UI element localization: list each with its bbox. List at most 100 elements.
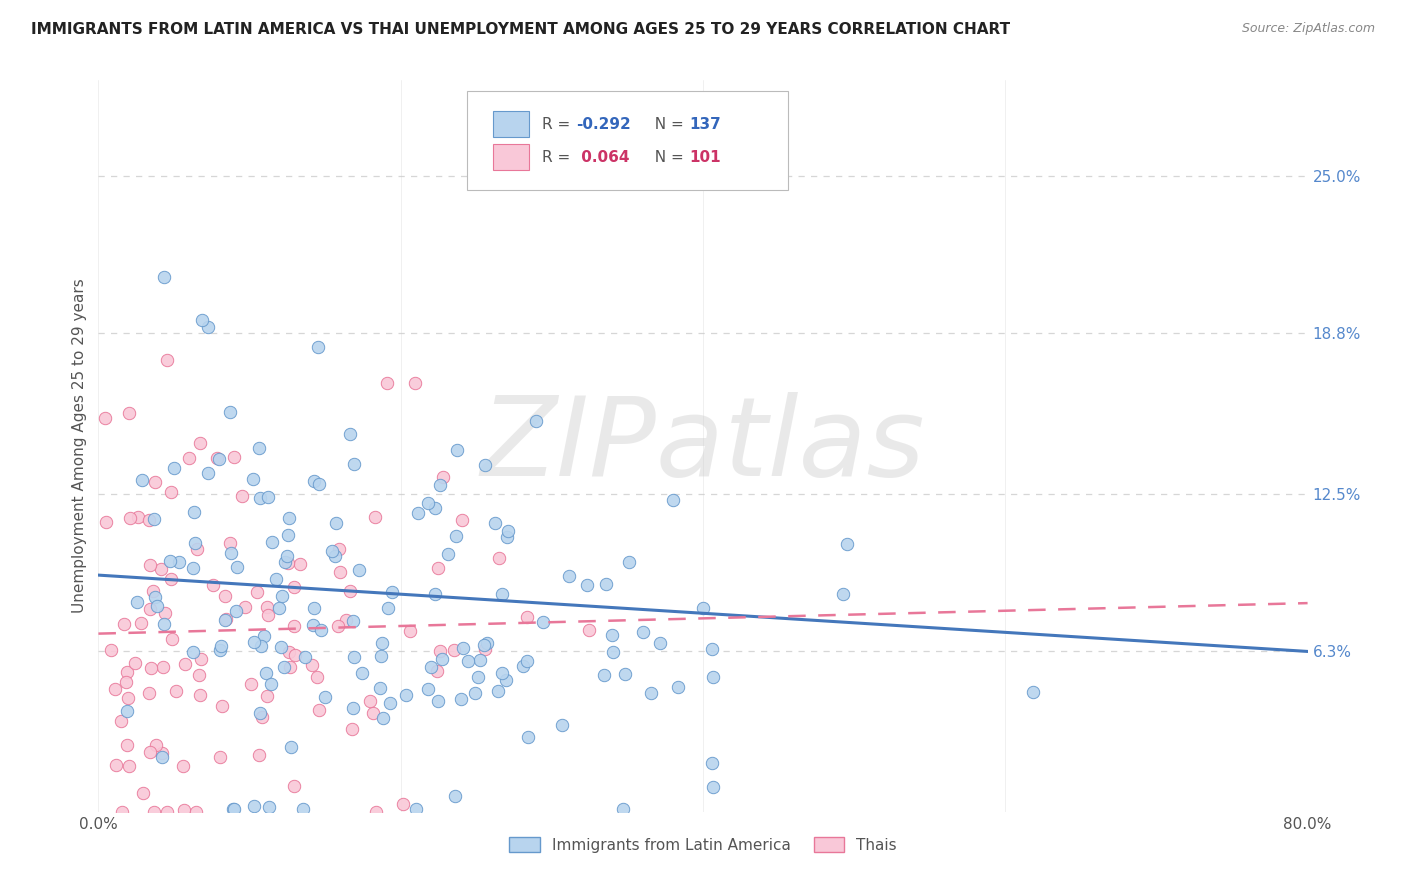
Point bbox=[291, 802, 314, 816]
Point bbox=[256, 689, 278, 703]
Text: ZIPatlas: ZIPatlas bbox=[481, 392, 925, 500]
Point bbox=[432, 470, 454, 484]
Point bbox=[328, 541, 350, 556]
Point bbox=[115, 674, 138, 689]
Point bbox=[474, 642, 496, 657]
Point bbox=[143, 475, 166, 489]
Point bbox=[197, 320, 219, 334]
Point bbox=[267, 601, 290, 615]
Point bbox=[173, 803, 195, 817]
Point bbox=[243, 799, 266, 814]
Point bbox=[430, 652, 453, 666]
Point bbox=[418, 495, 440, 509]
Point bbox=[278, 511, 301, 525]
Point bbox=[578, 624, 600, 638]
Point bbox=[335, 613, 357, 627]
Point bbox=[488, 684, 510, 698]
Point bbox=[301, 617, 323, 632]
Point bbox=[214, 589, 236, 603]
Point bbox=[110, 714, 132, 728]
Point bbox=[183, 536, 205, 550]
Point bbox=[222, 802, 245, 816]
Point bbox=[110, 805, 132, 819]
Point bbox=[125, 595, 148, 609]
Point bbox=[325, 516, 347, 531]
Point bbox=[152, 660, 174, 674]
Point bbox=[264, 573, 287, 587]
Point bbox=[188, 667, 211, 681]
Point bbox=[495, 673, 517, 687]
Point bbox=[631, 625, 654, 640]
Point bbox=[183, 505, 205, 519]
Point bbox=[143, 805, 166, 819]
Point bbox=[277, 556, 299, 570]
Text: -0.292: -0.292 bbox=[576, 117, 631, 132]
Point bbox=[138, 686, 160, 700]
Point bbox=[512, 659, 534, 673]
Text: R =: R = bbox=[543, 117, 575, 132]
Point bbox=[278, 660, 301, 674]
Point bbox=[516, 610, 538, 624]
Point bbox=[259, 799, 281, 814]
Point bbox=[467, 670, 489, 684]
Point bbox=[429, 477, 451, 491]
Point bbox=[247, 748, 270, 763]
Point bbox=[250, 710, 273, 724]
Point bbox=[160, 632, 183, 646]
Point bbox=[129, 616, 152, 631]
Point bbox=[150, 750, 173, 764]
Point bbox=[423, 587, 446, 601]
Point bbox=[173, 657, 195, 671]
Text: 101: 101 bbox=[690, 150, 721, 165]
Point bbox=[159, 485, 181, 500]
Point bbox=[702, 670, 724, 684]
Point bbox=[496, 530, 519, 544]
Point bbox=[464, 685, 486, 699]
Point bbox=[153, 270, 176, 285]
Point bbox=[277, 527, 299, 541]
Point bbox=[314, 690, 336, 704]
Point bbox=[427, 694, 450, 708]
Point bbox=[254, 665, 277, 680]
Point bbox=[225, 560, 247, 574]
Point bbox=[437, 547, 460, 561]
Point bbox=[165, 683, 187, 698]
Point bbox=[361, 706, 384, 721]
Point bbox=[112, 617, 135, 632]
Point bbox=[225, 603, 247, 617]
Point bbox=[131, 786, 153, 800]
Point bbox=[277, 645, 299, 659]
Point bbox=[375, 376, 398, 390]
Point bbox=[446, 529, 468, 543]
Point bbox=[304, 601, 326, 615]
Point bbox=[145, 738, 167, 752]
Point bbox=[142, 583, 165, 598]
Point bbox=[488, 551, 510, 566]
Point bbox=[343, 457, 366, 471]
Point bbox=[155, 353, 177, 368]
Point bbox=[208, 451, 231, 466]
Point bbox=[233, 600, 256, 615]
Point bbox=[186, 805, 208, 819]
Point bbox=[516, 654, 538, 668]
Text: 0.064: 0.064 bbox=[576, 150, 630, 165]
Point bbox=[662, 493, 685, 508]
Point bbox=[274, 555, 297, 569]
Point bbox=[118, 759, 141, 773]
Point bbox=[666, 680, 689, 694]
Point bbox=[650, 635, 672, 649]
Point bbox=[381, 585, 404, 599]
Point bbox=[702, 780, 724, 795]
Point bbox=[94, 411, 117, 425]
Point bbox=[118, 511, 141, 525]
Point bbox=[115, 704, 138, 718]
FancyBboxPatch shape bbox=[492, 112, 529, 137]
Text: 137: 137 bbox=[690, 117, 721, 132]
Point bbox=[395, 689, 418, 703]
Point bbox=[342, 614, 364, 628]
Point bbox=[240, 677, 263, 691]
Point bbox=[211, 698, 233, 713]
Point bbox=[270, 640, 292, 655]
Point bbox=[260, 677, 283, 691]
Point bbox=[288, 558, 311, 572]
